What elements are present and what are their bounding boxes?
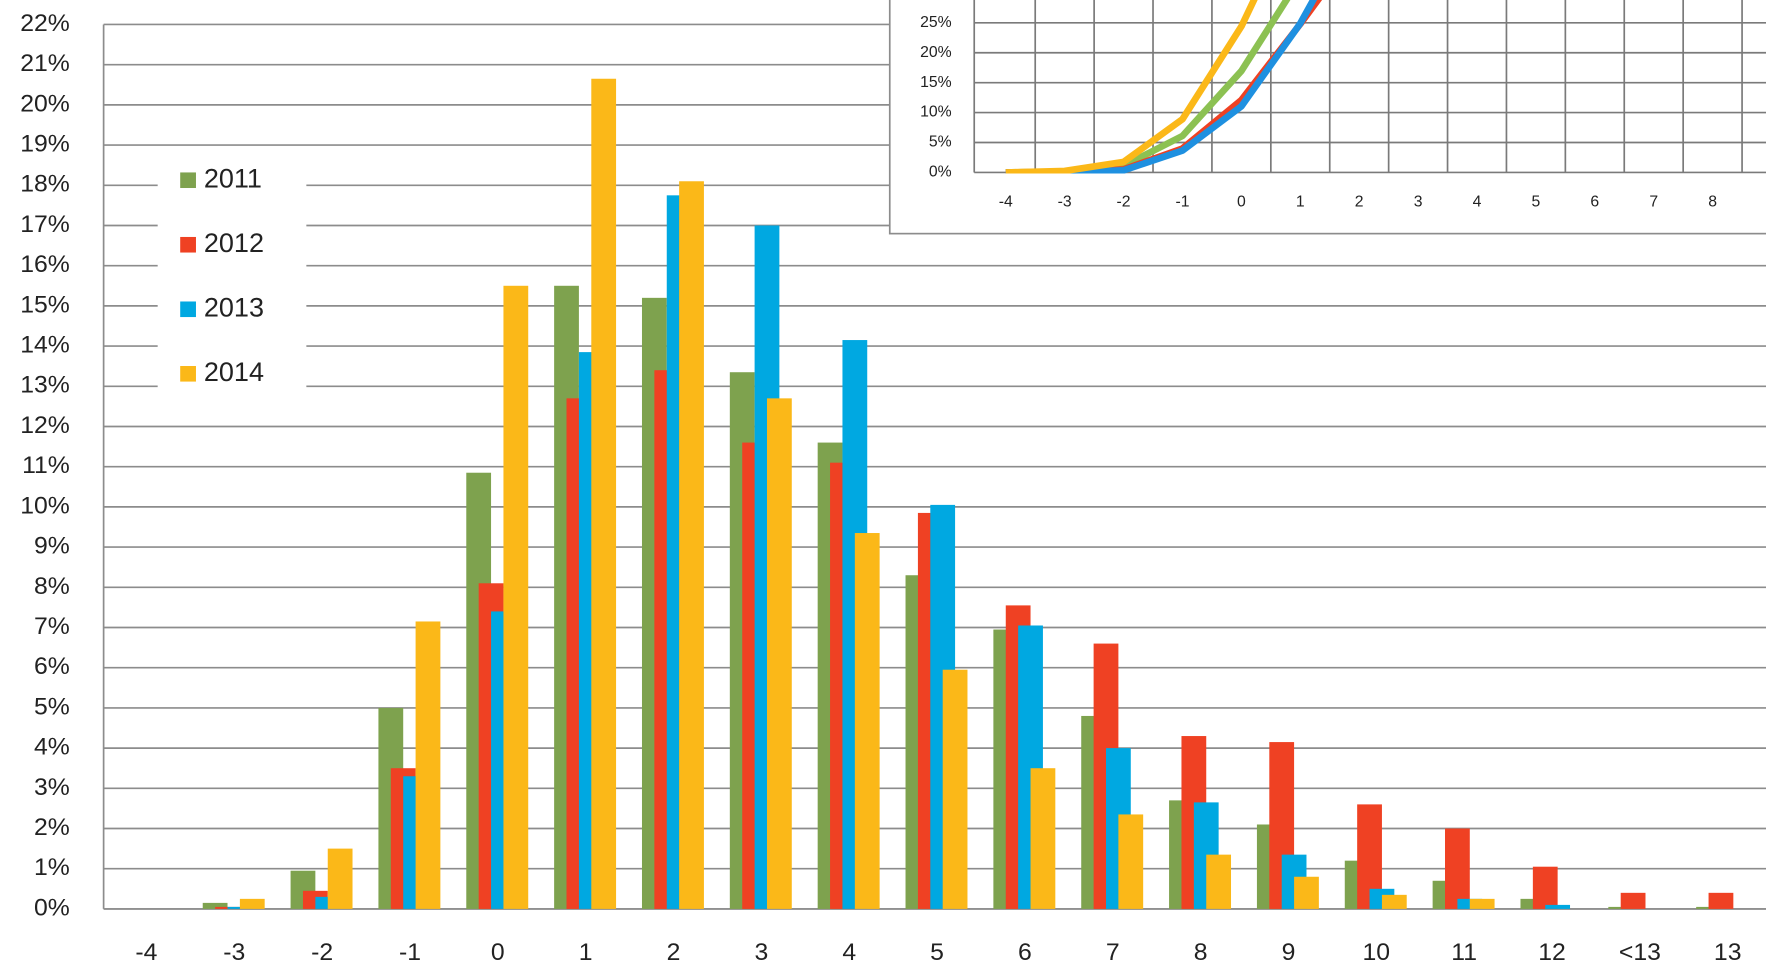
- legend-swatch: [180, 301, 196, 318]
- legend-box: [157, 153, 307, 397]
- line: [1005, 0, 1258, 174]
- bar: [1445, 828, 1470, 909]
- x-tick-label: 13: [1714, 939, 1742, 966]
- bar: [1118, 814, 1144, 909]
- y-tick-label: 0%: [34, 895, 70, 922]
- y-tick-label: 14%: [20, 332, 70, 359]
- bar: [239, 898, 265, 909]
- x-tick-label: -4: [135, 939, 157, 966]
- legend-swatch: [180, 236, 196, 253]
- bar: [591, 78, 617, 909]
- y-tick-label: 20%: [20, 90, 70, 117]
- y-tick-label: 11%: [22, 452, 70, 479]
- x-tick-label: 8: [1708, 194, 1717, 211]
- x-tick-label: 6: [1018, 939, 1032, 966]
- y-tick-label: 7%: [34, 613, 70, 640]
- y-tick-label: 30%: [920, 0, 952, 1]
- x-tick-label: 8: [1194, 939, 1208, 966]
- y-tick-label: 8%: [34, 573, 70, 600]
- bar: [854, 533, 880, 909]
- y-tick-label: 16%: [20, 251, 70, 278]
- x-tick-label: 7: [1106, 939, 1120, 966]
- y-tick-label: 18%: [20, 171, 70, 198]
- y-tick-label: 12%: [20, 412, 70, 439]
- y-tick-label: 2%: [34, 814, 70, 841]
- x-tick-label: 7: [1649, 194, 1658, 211]
- bar: [1206, 854, 1232, 909]
- bar: [679, 181, 704, 909]
- x-tick-label: 0: [1237, 194, 1246, 211]
- bar: [1532, 866, 1558, 909]
- x-tick-label: 4: [1473, 194, 1482, 211]
- x-tick-label: 1: [1296, 194, 1305, 211]
- x-tick-label: 9: [1282, 939, 1296, 966]
- bar: [1469, 898, 1495, 909]
- y-tick-label: 21%: [20, 50, 70, 77]
- bar: [942, 669, 968, 909]
- x-tick-label: 5: [930, 939, 944, 966]
- legend-label: 2012: [204, 228, 264, 258]
- x-tick-label: 2: [667, 939, 681, 966]
- legend-swatch: [180, 366, 196, 382]
- legend-label: 2014: [204, 357, 264, 387]
- x-tick-label: -1: [1175, 194, 1189, 211]
- bar: [1030, 768, 1056, 909]
- lines: [1005, 0, 1323, 174]
- bar: [1708, 892, 1734, 909]
- x-tick-label: 0: [491, 939, 505, 966]
- y-tick-label: 10%: [20, 492, 70, 519]
- y-tick-label: 0%: [929, 164, 952, 181]
- x-tick-label: -1: [399, 939, 421, 966]
- x-tick-label: 10: [1363, 939, 1391, 966]
- y-tick-label: 1%: [34, 854, 70, 881]
- bar: [1381, 894, 1407, 909]
- x-tick-label: 3: [754, 939, 768, 966]
- y-tick-label: 13%: [20, 372, 70, 399]
- x-tick-label: -4: [999, 194, 1013, 211]
- inset-background: [888, 0, 1766, 235]
- y-tick-label: 5%: [929, 134, 952, 151]
- y-tick-label: 22%: [20, 10, 70, 37]
- y-tick-label: 25%: [920, 14, 952, 31]
- x-tick-label: 2: [1355, 194, 1364, 211]
- legend-label: 2011: [204, 163, 262, 193]
- y-tick-label: 10%: [920, 104, 952, 121]
- y-tick-label: 3%: [34, 774, 70, 801]
- y-tick-label: 9%: [34, 533, 70, 560]
- y-tick-label: 4%: [34, 734, 70, 761]
- line: [1005, 0, 1291, 174]
- bar: [415, 621, 441, 909]
- legend-label: 2013: [204, 292, 264, 322]
- x-tick-label: -2: [1117, 194, 1131, 211]
- y-tick-label: 19%: [20, 131, 70, 158]
- line: [1005, 0, 1318, 174]
- x-tick-label: 6: [1590, 194, 1599, 211]
- x-tick-label: 4: [842, 939, 856, 966]
- x-tick-label: 3: [1414, 194, 1423, 211]
- x-tick-label: 11: [1451, 939, 1477, 966]
- legend-swatch: [180, 172, 196, 189]
- x-tick-label: 5: [1532, 194, 1541, 211]
- x-tick-label: 12: [1538, 939, 1566, 966]
- y-tick-label: 15%: [920, 74, 952, 91]
- bar: [327, 848, 353, 909]
- bar: [1545, 904, 1571, 909]
- y-tick-label: 5%: [34, 693, 70, 720]
- y-tick-label: 20%: [920, 44, 952, 61]
- x-tick-label: -3: [223, 939, 245, 966]
- bar: [1294, 876, 1319, 909]
- bar: [1620, 892, 1646, 909]
- x-tick-label: <13: [1619, 939, 1661, 966]
- x-tick-label: 1: [579, 939, 593, 966]
- bar: [202, 902, 228, 909]
- x-tick-label: -2: [311, 939, 333, 966]
- y-tick-label: 15%: [20, 291, 70, 318]
- bar: [766, 398, 792, 909]
- x-tick-label: -3: [1058, 194, 1072, 211]
- bar: [503, 285, 529, 909]
- y-tick-label: 6%: [34, 653, 70, 680]
- y-tick-label: 17%: [20, 211, 70, 238]
